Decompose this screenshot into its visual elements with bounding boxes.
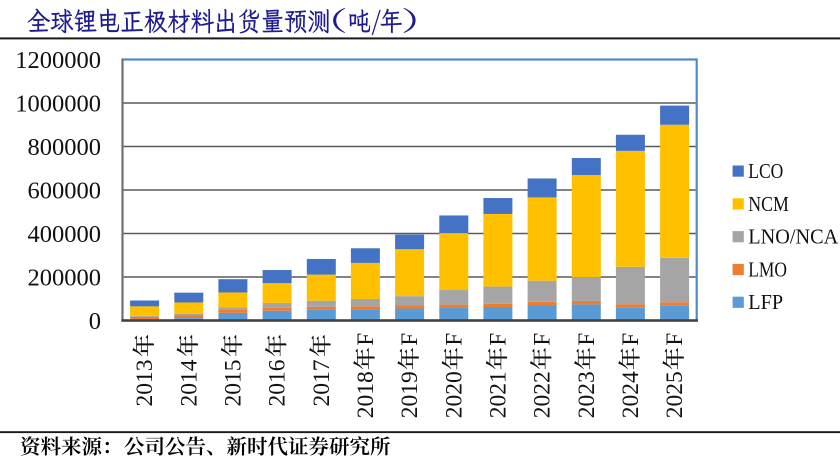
svg-text:2016: 2016 — [265, 359, 291, 406]
svg-text:1000000: 1000000 — [15, 90, 101, 117]
svg-text:2013: 2013 — [132, 360, 158, 407]
svg-text:LMO: LMO — [748, 258, 787, 281]
svg-text:F: F — [662, 333, 687, 346]
svg-text:F: F — [618, 333, 643, 346]
svg-text:F: F — [530, 333, 555, 346]
svg-text:2020: 2020 — [441, 371, 467, 418]
svg-text:0: 0 — [89, 308, 101, 335]
svg-text:LFP: LFP — [748, 291, 783, 314]
svg-text:400000: 400000 — [28, 221, 102, 248]
svg-text:2015: 2015 — [220, 360, 246, 407]
svg-text:F: F — [485, 333, 510, 346]
svg-text:2019: 2019 — [397, 371, 423, 418]
svg-text:800000: 800000 — [28, 134, 102, 161]
svg-text:NCM: NCM — [748, 193, 789, 216]
svg-text:F: F — [441, 333, 466, 346]
svg-text:1200000: 1200000 — [15, 47, 101, 74]
svg-text:F: F — [574, 333, 599, 346]
svg-text:2024: 2024 — [618, 371, 644, 418]
svg-text:2017: 2017 — [309, 359, 335, 406]
svg-text:LCO: LCO — [748, 160, 783, 183]
svg-text:2014: 2014 — [176, 359, 202, 406]
svg-text:LNO/NCA: LNO/NCA — [748, 226, 838, 249]
svg-text:2022: 2022 — [530, 371, 556, 418]
svg-text:F: F — [397, 333, 422, 346]
svg-text:600000: 600000 — [28, 177, 102, 204]
svg-text:2025: 2025 — [662, 371, 688, 418]
svg-text:F: F — [353, 333, 378, 346]
svg-text:2018: 2018 — [353, 371, 379, 418]
svg-text:2023: 2023 — [574, 371, 600, 418]
svg-text:2021: 2021 — [485, 371, 511, 418]
svg-text:200000: 200000 — [28, 264, 102, 291]
